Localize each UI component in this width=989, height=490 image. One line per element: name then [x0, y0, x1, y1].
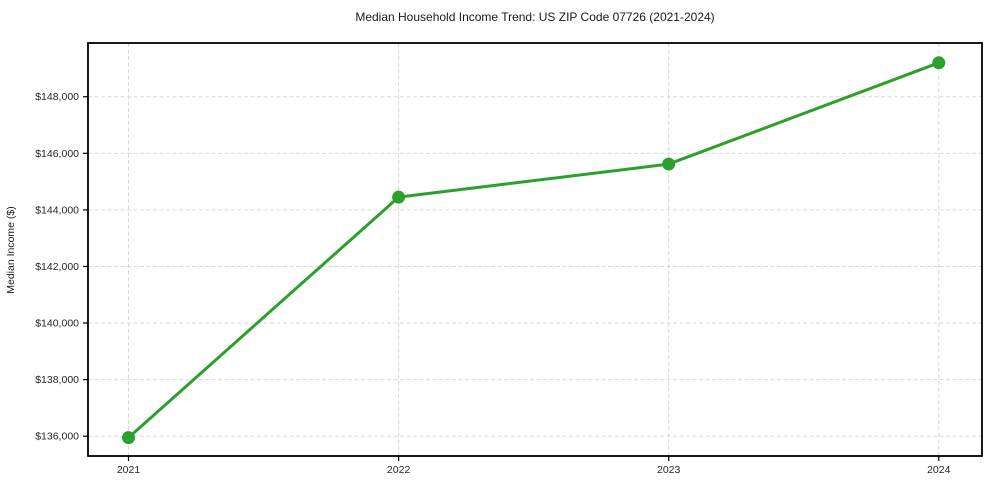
- plot-border: [87, 42, 983, 457]
- chart-title: Median Household Income Trend: US ZIP Co…: [355, 10, 714, 24]
- y-tick-label: $144,000: [35, 204, 79, 216]
- y-tick-label: $146,000: [35, 148, 79, 160]
- y-tick-label: $140,000: [35, 318, 79, 330]
- plot-area: $136,000 $138,000 $140,000 $142,000 $144,000…: [35, 42, 983, 476]
- trend-line: [127, 61, 941, 440]
- x-tick-label: 2021: [117, 464, 141, 476]
- data-point: [932, 56, 946, 70]
- y-tick-label: $136,000: [35, 431, 79, 443]
- data-point: [662, 157, 676, 171]
- y-axis-label: Median Income ($): [5, 206, 17, 294]
- x-tick-label: 2023: [657, 464, 681, 476]
- data-point: [392, 190, 406, 204]
- y-tick-label: $142,000: [35, 261, 79, 273]
- plot-background: [88, 43, 982, 456]
- y-tick-label: $148,000: [35, 91, 79, 103]
- y-tick-label: $138,000: [35, 374, 79, 386]
- x-tick-label: 2022: [387, 464, 411, 476]
- x-tick-label: 2024: [927, 464, 951, 476]
- data-point: [122, 431, 136, 445]
